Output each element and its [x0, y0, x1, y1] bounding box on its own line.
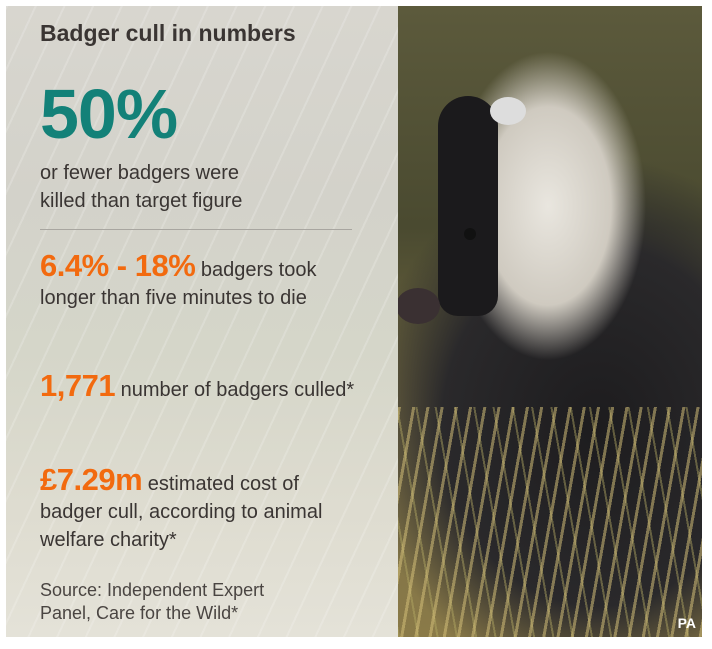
- headline-stat-text: or fewer badgers were killed than target…: [40, 159, 242, 215]
- headline-text-line: or fewer badgers were: [40, 162, 239, 184]
- infographic-title: Badger cull in numbers: [40, 20, 296, 46]
- stat-text: culled*: [294, 379, 355, 401]
- badger-face: [398, 97, 526, 324]
- stat-text: of badger cull, according to animal welf…: [40, 473, 323, 551]
- photo-credit: PA: [677, 615, 696, 631]
- stat-item: 1,771 number of badgers culled*: [40, 370, 360, 404]
- stat-value: 1,771: [40, 368, 116, 403]
- stat-value: £7.29m: [40, 462, 143, 497]
- source-line: Panel, Care for the Wild*: [40, 603, 239, 623]
- stat-text: took longer than five minutes to die: [40, 259, 317, 309]
- stat-text: number of badgers: [115, 379, 289, 401]
- divider: [40, 229, 352, 230]
- headline-text-line: killed than target figure: [40, 190, 243, 212]
- stat-item: £7.29m estimated cost of badger cull, ac…: [40, 464, 350, 554]
- headline-stat-value: 50%: [40, 75, 178, 153]
- stat-item: 6.4% - 18% badgers took longer than five…: [40, 250, 360, 312]
- infographic: Badger cull in numbers 50% or fewer badg…: [6, 6, 702, 637]
- badger-face-stripe: [438, 96, 498, 316]
- stats-panel: [6, 6, 398, 637]
- grass: [398, 407, 702, 637]
- source-note: Source: Independent Expert Panel, Care f…: [40, 579, 264, 625]
- stat-text: badgers: [195, 259, 274, 281]
- stat-value: 6.4% - 18%: [40, 248, 196, 283]
- source-line: Source: Independent Expert: [40, 580, 265, 600]
- stat-text: estimated cost: [142, 473, 277, 495]
- badger-photo: [398, 6, 702, 637]
